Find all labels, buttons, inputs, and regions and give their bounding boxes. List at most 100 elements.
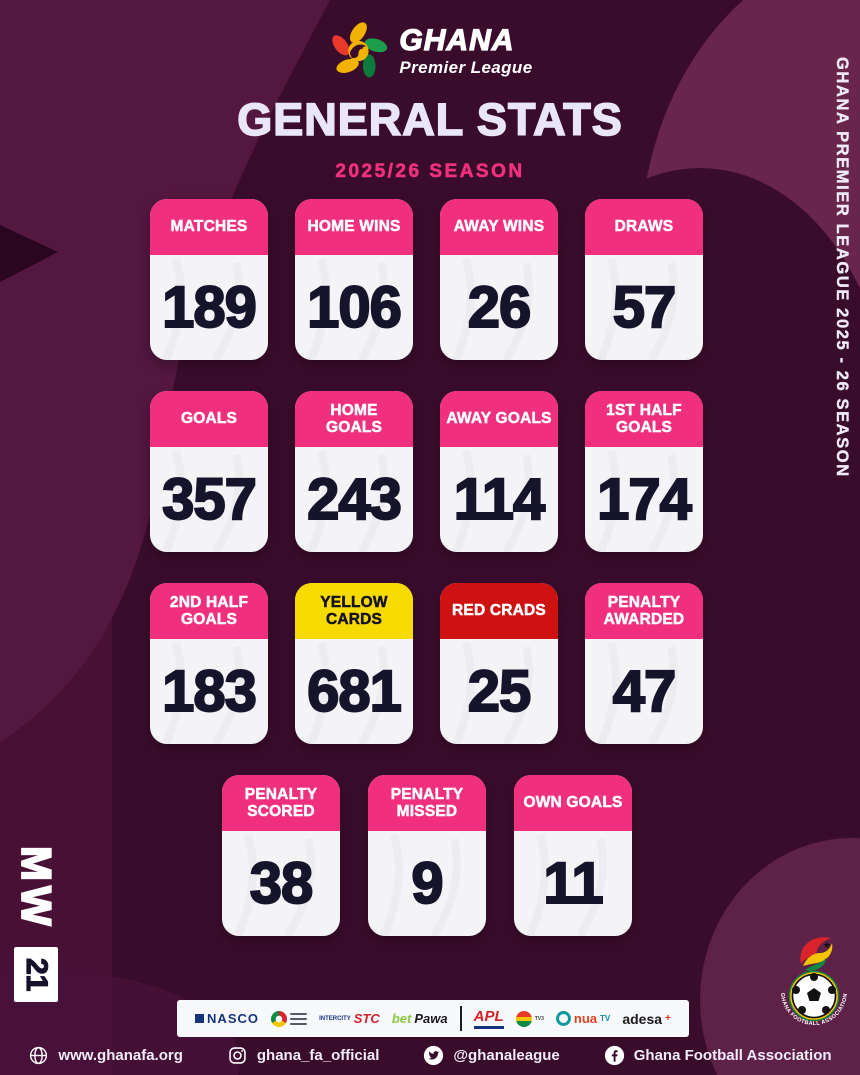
- stat-label-text: MATCHES: [170, 218, 248, 236]
- stat-card-label: DRAWS: [585, 199, 703, 255]
- stat-card-away-goals: AWAY GOALS 114: [440, 391, 558, 552]
- sponsor-text: nua: [573, 1011, 598, 1026]
- stat-card-penalty-scored: PENALTY SCORED 38: [222, 775, 340, 936]
- stat-card-label: RED CRADS: [440, 583, 558, 639]
- stats-grid: MATCHES 189 HOME WINS 106 AWAY WINS 26 DRAWS 57…: [150, 199, 704, 936]
- stat-label-text: OWN GOALS: [523, 794, 623, 812]
- sponsor-text: INTERCITY: [319, 1015, 351, 1022]
- stat-value-text: 25: [467, 658, 532, 725]
- stat-label-text: 1ST HALF GOALS: [606, 401, 682, 436]
- sponsor-text: STC: [353, 1011, 380, 1026]
- stat-card-2nd-half-goals: 2ND HALF GOALS 183: [150, 583, 268, 744]
- stat-card-home-wins: HOME WINS 106: [295, 199, 413, 360]
- stat-card-value: 114: [440, 447, 558, 552]
- sponsor-onua-tv: nua TV: [555, 1011, 610, 1026]
- card-watermark: [597, 257, 679, 360]
- stat-card-label: PENALTY MISSED: [368, 775, 486, 831]
- stat-value-text: 47: [612, 658, 677, 725]
- stat-card-1st-half-goals: 1ST HALF GOALS 174: [585, 391, 703, 552]
- stat-card-value: 183: [150, 639, 268, 744]
- stat-value-text: 183: [161, 658, 258, 725]
- sponsor-intercity-stc: INTERCITY STC: [319, 1011, 380, 1026]
- stat-card-label: OWN GOALS: [514, 775, 632, 831]
- sponsor-divider: [459, 1006, 462, 1031]
- sponsor-nasco: NASCO: [195, 1011, 259, 1026]
- stat-label-text: YELLOW CARDS: [320, 593, 388, 628]
- stat-label-text: AWAY WINS: [453, 218, 545, 236]
- stats-row: 2ND HALF GOALS 183 YELLOW CARDS 681 RED CRAD…: [150, 583, 704, 744]
- stat-value-text: 106: [306, 274, 403, 341]
- stat-value-text: 357: [161, 466, 258, 533]
- sponsor-betpawa: bet Pawa: [392, 1011, 448, 1026]
- sponsor-text: TV3: [534, 1015, 544, 1022]
- stat-card-value: 26: [440, 255, 558, 360]
- onua-circle-icon: [555, 1011, 571, 1026]
- stat-card-value: 47: [585, 639, 703, 744]
- card-watermark: [452, 257, 534, 360]
- stat-card-label: AWAY WINS: [440, 199, 558, 255]
- instagram-icon: [227, 1045, 248, 1066]
- footer-text: ghana_fa_official: [256, 1046, 380, 1064]
- footer-text: www.ghanafa.org: [58, 1046, 183, 1064]
- stat-label-text: PENALTY SCORED: [244, 785, 318, 820]
- card-watermark: [162, 257, 244, 360]
- stat-card-label: GOALS: [150, 391, 268, 447]
- stat-card-value: 243: [295, 447, 413, 552]
- sponsor-text: bet: [391, 1011, 412, 1026]
- stat-value-text: 189: [161, 274, 258, 341]
- sponsor-text: APL: [473, 1008, 504, 1029]
- footer-text: Ghana Football Association: [633, 1046, 832, 1064]
- matchweek-label: MW: [12, 845, 61, 931]
- stat-card-yellow-cards: YELLOW CARDS 681: [295, 583, 413, 744]
- nasco-mark-icon: [195, 1014, 205, 1023]
- matchweek-number: 21: [14, 947, 58, 1003]
- stat-card-penalty-missed: PENALTY MISSED 9: [368, 775, 486, 936]
- sponsor-text: adesa: [622, 1010, 663, 1027]
- stat-card-penalty-awarded: PENALTY AWARDED 47: [585, 583, 703, 744]
- globe-icon: [28, 1045, 49, 1066]
- sponsor-text: +: [665, 1013, 671, 1024]
- stat-label-text: DRAWS: [614, 218, 674, 236]
- stat-label-text: PENALTY AWARDED: [603, 593, 685, 628]
- card-watermark: [452, 641, 534, 744]
- stat-value-text: 57: [612, 274, 677, 341]
- stat-card-label: PENALTY AWARDED: [585, 583, 703, 639]
- stat-card-label: HOME GOALS: [295, 391, 413, 447]
- sponsor-adesa-: adesa +: [622, 1011, 671, 1027]
- stat-value-text: 114: [453, 466, 547, 533]
- stat-card-value: 11: [514, 831, 632, 936]
- stat-label-text: AWAY GOALS: [446, 410, 552, 428]
- sponsor-bar: NASCO INTERCITY STC bet Pawa APL TV3 nua TV adesa…: [177, 1000, 689, 1037]
- stat-card-value: 189: [150, 255, 268, 360]
- card-watermark: [597, 641, 679, 744]
- stat-card-label: MATCHES: [150, 199, 268, 255]
- stat-value-text: 9: [410, 850, 444, 917]
- footer-social-row: www.ghanafa.org ghana_fa_official @ghanale…: [0, 1038, 860, 1072]
- stat-card-value: 106: [295, 255, 413, 360]
- micro-text-lines: [290, 1011, 308, 1026]
- stat-card-value: 357: [150, 447, 268, 552]
- stats-row: GOALS 357 HOME GOALS 243 AWAY GOALS 114 1ST HA…: [150, 391, 704, 552]
- sponsor-text: NASCO: [207, 1011, 259, 1026]
- stat-label-text: HOME GOALS: [325, 401, 383, 436]
- footer-facebook: Ghana Football Association: [604, 1045, 832, 1066]
- sponsor-tv3: TV3: [515, 1010, 544, 1027]
- stat-card-value: 174: [585, 447, 703, 552]
- page-title: GENERAL STATS: [236, 93, 623, 146]
- sponsor-text: Pawa: [414, 1011, 448, 1026]
- stat-card-own-goals: OWN GOALS 11: [514, 775, 632, 936]
- stat-value-text: 681: [306, 658, 403, 725]
- card-watermark: [526, 833, 608, 936]
- stat-label-text: HOME WINS: [307, 218, 401, 236]
- tv3-logo-icon: [515, 1010, 532, 1027]
- matchweek-block: MW 21: [12, 845, 61, 1003]
- stat-card-matches: MATCHES 189: [150, 199, 268, 360]
- stat-value-text: 26: [467, 274, 532, 341]
- sponsor-apl: APL: [473, 1008, 504, 1029]
- card-watermark: [597, 449, 679, 552]
- card-watermark: [234, 833, 316, 936]
- stat-card-value: 9: [368, 831, 486, 936]
- season-label: 2025/26 SEASON: [335, 161, 525, 183]
- card-watermark: [307, 257, 389, 360]
